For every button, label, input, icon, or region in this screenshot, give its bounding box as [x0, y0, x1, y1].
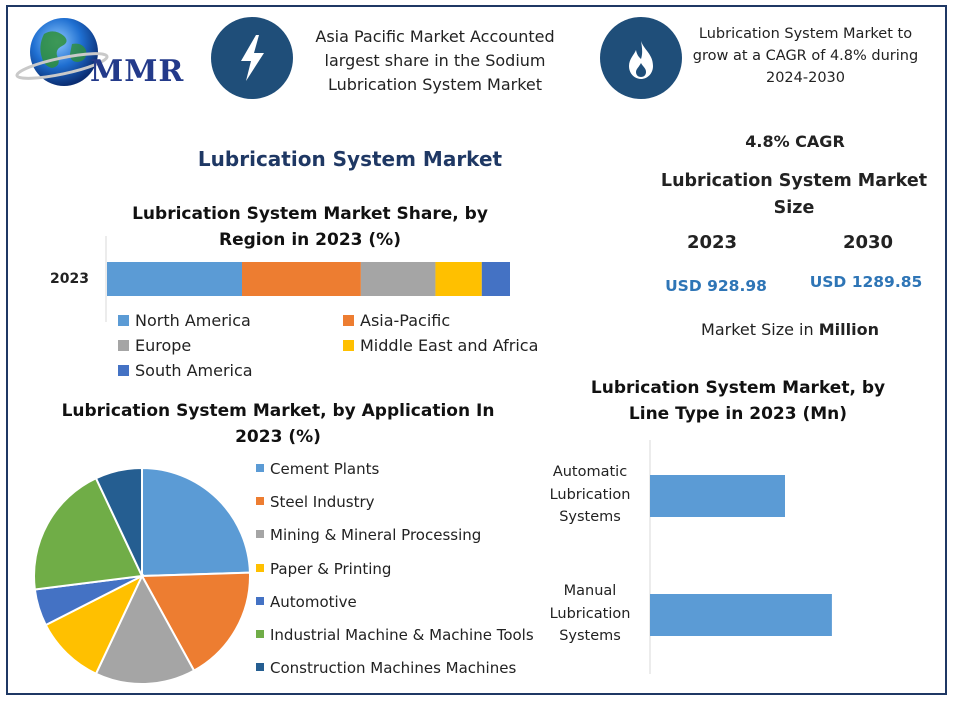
legend-swatch [256, 663, 264, 672]
pie-slice-industrial-machine-machine-tools [33, 476, 144, 591]
region-legend-europe: Europe [118, 336, 191, 355]
market-size-unit: Market Size in Million [680, 320, 900, 339]
linetype-bar-manual-lubrication-systems [650, 594, 832, 636]
region-bar-north-america [107, 262, 243, 296]
legend-label: Paper & Printing [270, 559, 392, 578]
region-bar-south-america [481, 262, 510, 296]
region-chart: 2023 [50, 236, 510, 322]
legend-label: South America [135, 361, 253, 380]
pie-slice-construction-machines-machines [94, 466, 143, 577]
legend-swatch [256, 563, 264, 572]
legend-label: Europe [135, 336, 192, 355]
legend-swatch [256, 596, 264, 605]
legend-swatch [118, 365, 129, 376]
globe-logo-icon [15, 18, 109, 86]
legend-swatch [118, 340, 129, 351]
main-title: Lubrication System Market [197, 147, 503, 171]
application-pie [33, 466, 251, 685]
legend-label: Industrial Machine & Machine Tools [270, 626, 534, 644]
value-2030: USD 1289.85 [809, 273, 923, 291]
region-bar-asia-pacific [242, 262, 361, 296]
header-left-text: Asia Pacific Market Accounted largest sh… [315, 27, 555, 94]
pie-legend-cement-plants: Cement Plants [256, 460, 379, 478]
value-2023: USD 928.98 [665, 277, 767, 295]
linetype-label-manual: Manual Lubrication Systems [549, 583, 631, 644]
pie-slice-cement-plants [141, 466, 251, 578]
region-legend-south-america: South America [118, 361, 253, 380]
legend-label: Cement Plants [270, 460, 380, 478]
flame-icon [600, 17, 682, 99]
cagr-label: 4.8% CAGR [745, 132, 845, 151]
market-size-title: Lubrication System Market Size [660, 171, 928, 218]
pie-legend-automotive: Automotive [256, 593, 357, 611]
application-chart-title: Lubrication System Market, by Applicatio… [61, 401, 495, 447]
year-2023-label: 2023 [686, 232, 738, 253]
region-chart-title: Lubrication System Market Share, by Regi… [132, 204, 488, 250]
legend-swatch [256, 497, 264, 506]
pie-legend-mining-mineral-processing: Mining & Mineral Processing [256, 526, 481, 544]
linetype-chart-title: Lubrication System Market, by Line Type … [590, 378, 886, 424]
legend-swatch [256, 464, 264, 472]
unit-prefix: Market Size in [701, 320, 819, 339]
pie-slice-mining-mineral-processing [94, 573, 196, 685]
pie-legend-construction-machines-machines: Construction Machines Machines [256, 659, 516, 677]
region-legend-asia-pacific: Asia-Pacific [343, 311, 450, 330]
pie-slice-paper-printing [44, 573, 145, 676]
pie-legend-industrial-machine-machine-tools: Industrial Machine & Machine Tools [256, 626, 534, 644]
legend-swatch [118, 315, 129, 326]
legend-label: Construction Machines Machines [270, 659, 517, 678]
region-bar-middle-east-and-africa [435, 262, 482, 296]
legend-swatch [343, 315, 354, 326]
region-bar-europe [360, 262, 436, 296]
pie-slice-steel-industry [140, 571, 251, 672]
year-2030-label: 2030 [842, 232, 894, 253]
legend-swatch [256, 530, 264, 539]
region-legend-middle-east-and-africa: Middle East and Africa [343, 336, 538, 355]
legend-label: Steel Industry [270, 493, 375, 512]
brand-name: MMR [90, 54, 185, 89]
legend-label: Middle East and Africa [360, 336, 539, 355]
region-legend-north-america: North America [118, 311, 251, 330]
legend-swatch [256, 630, 264, 638]
pie-legend-steel-industry: Steel Industry [256, 493, 375, 511]
header-right-text: Lubrication System Market to grow at a C… [692, 26, 919, 86]
lightning-icon [211, 17, 293, 99]
legend-label: Automotive [270, 592, 357, 611]
legend-label: Mining & Mineral Processing [270, 526, 482, 545]
unit-bold: Million [818, 320, 879, 339]
linetype-bar-automatic-lubrication-systems [650, 475, 785, 517]
pie-legend-paper-printing: Paper & Printing [256, 560, 391, 578]
linetype-label-automatic: Automatic Lubrication Systems [549, 464, 631, 525]
legend-label: Asia-Pacific [360, 311, 451, 330]
infographic-frame [6, 5, 947, 695]
region-category-label: 2023 [50, 271, 89, 287]
linetype-chart [649, 440, 832, 674]
legend-label: North America [135, 311, 251, 330]
legend-swatch [343, 340, 354, 351]
mmr-logo: MMR [14, 14, 194, 94]
